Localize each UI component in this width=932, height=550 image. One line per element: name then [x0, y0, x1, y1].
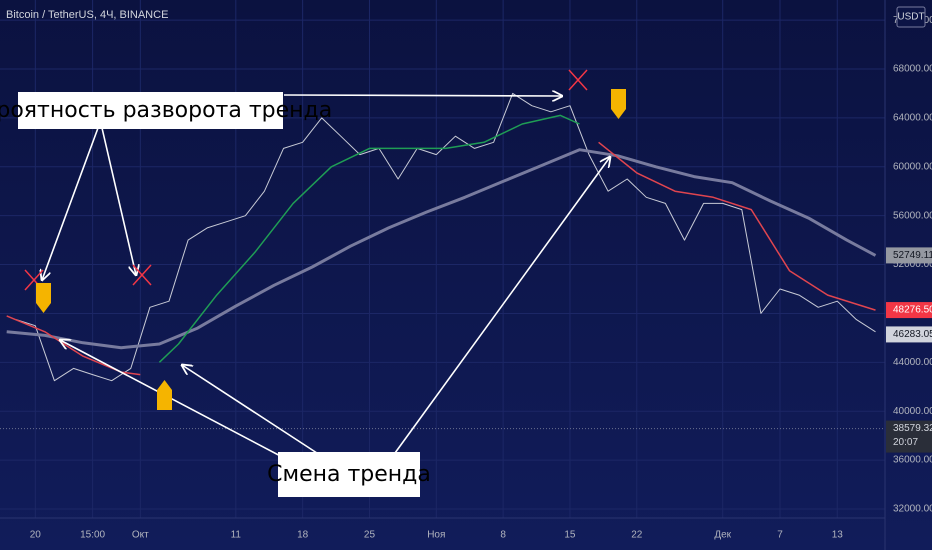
x-tick-label: Дек — [714, 530, 731, 541]
y-tick-label: 52000.00 — [893, 259, 932, 270]
x-tick-label: 7 — [777, 530, 783, 541]
price-label: 38579.32 — [893, 423, 932, 434]
price-label: 46283.05 — [893, 329, 932, 340]
chart-title: Bitcoin / TetherUS, 4Ч, BINANCE — [6, 9, 168, 21]
grid — [0, 0, 885, 518]
price-label-box — [886, 302, 932, 319]
series-line — [16, 92, 876, 382]
series-line — [6, 148, 877, 350]
currency-box[interactable] — [896, 6, 926, 28]
x-tick-label: 20 — [30, 530, 42, 541]
x-tick-label: Ноя — [427, 530, 445, 541]
y-tick-label: 56000.00 — [893, 210, 932, 221]
y-tick-label: 44000.00 — [893, 357, 932, 368]
y-tick-label: 40000.00 — [893, 406, 932, 417]
y-tick-label: 32000.00 — [893, 504, 932, 515]
annotation: Вероятность разворота тренда — [0, 98, 332, 123]
series-line — [158, 114, 580, 363]
series-line — [6, 141, 876, 376]
price-label-box — [886, 247, 932, 264]
y-tick-label: 60000.00 — [893, 161, 932, 172]
y-tick-label: 36000.00 — [893, 455, 932, 466]
signal-markers — [36, 89, 626, 410]
annotation-arrows — [42, 95, 610, 461]
price-label: 48276.50 — [893, 305, 932, 316]
price-label: 52749.11 — [893, 250, 932, 261]
x-tick-label: 8 — [500, 530, 506, 541]
x-tick-label: 11 — [231, 530, 242, 541]
annotation: Смена тренда — [267, 462, 431, 487]
price-label-box — [886, 420, 932, 453]
annotation-box — [18, 92, 283, 129]
x-tick-label: 25 — [364, 530, 376, 541]
annotation-box — [278, 452, 420, 497]
plot — [0, 92, 885, 430]
price-label-box — [886, 326, 932, 343]
x-tick-label: 15:00 — [80, 530, 105, 541]
x-tick-label: 22 — [631, 530, 643, 541]
x-tick-label: 15 — [564, 530, 576, 541]
x-tick-label: Окт — [132, 530, 149, 541]
x-tick-label: 18 — [297, 530, 309, 541]
y-tick-label: 64000.00 — [893, 113, 932, 124]
y-tick-label: 68000.00 — [893, 64, 932, 75]
price-label-sub: 20:07 — [893, 437, 918, 448]
x-tick-label: 13 — [832, 530, 844, 541]
axes: 32000.0036000.0040000.0044000.0048000.00… — [30, 15, 932, 541]
currency: USDT — [897, 12, 924, 23]
